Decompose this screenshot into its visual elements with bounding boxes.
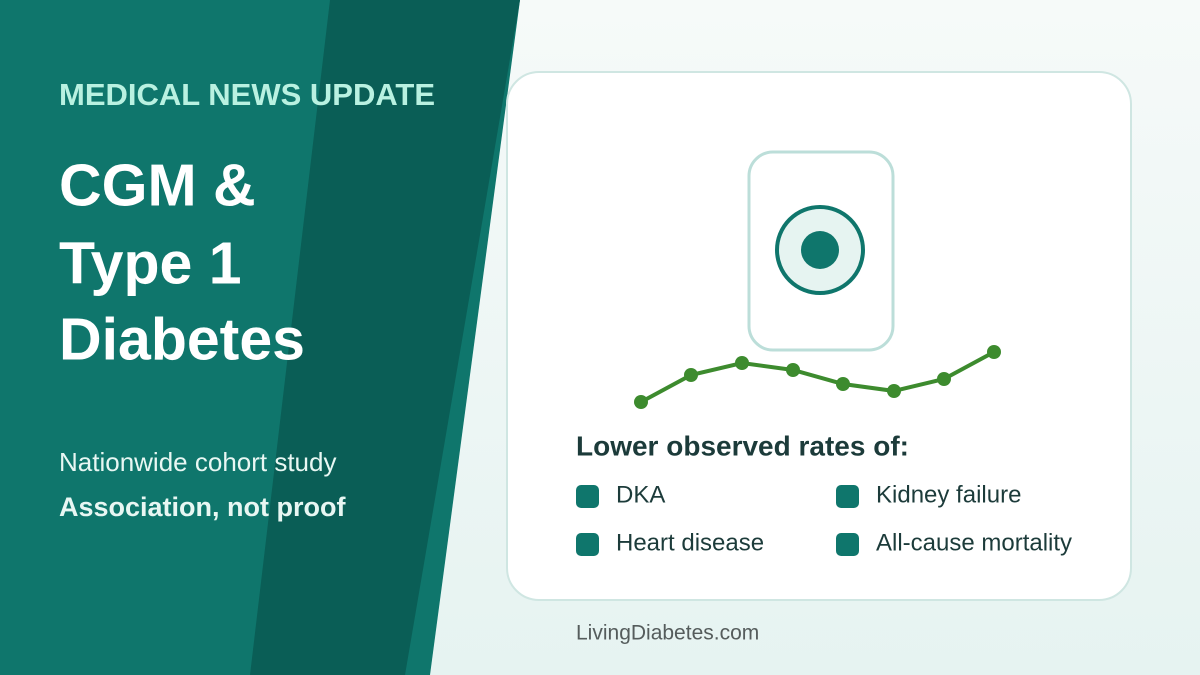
trace-dot — [937, 372, 951, 386]
item-label: All-cause mortality — [876, 529, 1072, 556]
trace-dot — [684, 368, 698, 382]
item-bullet — [576, 533, 599, 556]
item-list: DKA Kidney failure Heart disease All-cause … — [576, 481, 1072, 556]
trace-dot — [786, 363, 800, 377]
item-bullet — [576, 485, 599, 508]
note: Association, not proof — [59, 492, 347, 522]
item-bullet — [836, 533, 859, 556]
kicker: MEDICAL NEWS UPDATE — [59, 77, 435, 112]
item-label: Heart disease — [616, 529, 764, 556]
item-bullet — [836, 485, 859, 508]
trace-dot — [634, 395, 648, 409]
item-label: DKA — [616, 481, 665, 508]
sensor-dot — [801, 231, 839, 269]
panel-stripe — [250, 0, 520, 675]
trace-dot — [735, 356, 749, 370]
title-line: Type 1 — [59, 231, 242, 297]
title-line: CGM & — [59, 153, 256, 219]
site-name: LivingDiabetes.com — [576, 622, 759, 645]
subtitle: Nationwide cohort study — [59, 447, 336, 477]
trace-dot — [836, 377, 850, 391]
trace-line — [640, 350, 995, 404]
card-heading: Lower observed rates of: — [576, 430, 909, 461]
glucose-trace — [634, 345, 1001, 409]
trace-dot — [987, 345, 1001, 359]
trace-dot — [887, 384, 901, 398]
item-label: Kidney failure — [876, 481, 1021, 508]
title-line: Diabetes — [59, 307, 305, 373]
